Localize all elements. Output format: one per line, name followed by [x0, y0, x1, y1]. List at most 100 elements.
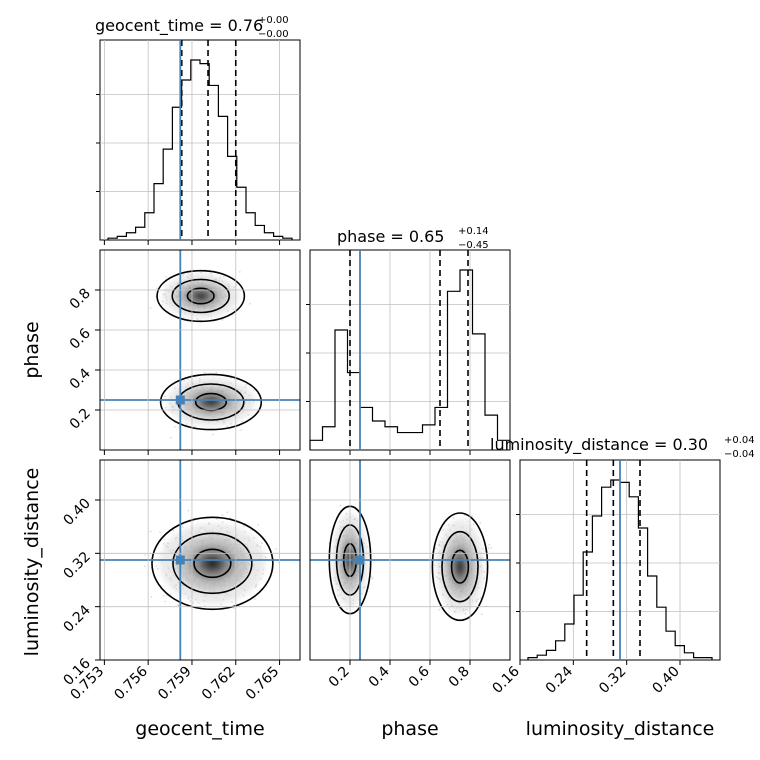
hist-bin	[556, 641, 565, 660]
sample-point	[182, 274, 184, 277]
hist-bin	[629, 497, 638, 660]
hist-bin	[323, 427, 336, 450]
title-phase-sub: −0.45	[458, 240, 489, 251]
sample-point	[232, 308, 235, 311]
hist-bin	[209, 85, 218, 240]
sample-point	[159, 531, 161, 534]
sample-point	[189, 600, 192, 603]
title-phase-sup: +0.14	[458, 226, 489, 237]
x-tick-label: 0.24	[543, 663, 576, 696]
density-shading	[332, 513, 484, 614]
hist-bin	[237, 187, 246, 240]
sample-point	[163, 538, 166, 541]
sample-point	[257, 523, 259, 526]
sample-point	[249, 528, 252, 531]
hist-step-geocent_time	[107, 59, 293, 240]
x-tick-label: 0.765	[243, 664, 283, 704]
density-level	[195, 293, 206, 299]
y-tick-label: 0.24	[60, 602, 93, 635]
xlabel-geocent-time: geocent_time	[135, 718, 264, 740]
hist-frame-phase	[309, 249, 511, 451]
contours	[151, 516, 274, 611]
panel-frame	[99, 459, 301, 661]
sample-point	[155, 565, 158, 568]
panel-frame	[309, 459, 511, 661]
sample-point	[260, 542, 263, 545]
contour-line	[450, 549, 470, 584]
hist-bin	[460, 270, 473, 450]
y-tick-label: 0.32	[60, 549, 93, 582]
sample-point	[368, 554, 371, 557]
x-tick-label: 0.756	[111, 663, 151, 703]
sample-point	[245, 383, 248, 386]
sample-point	[471, 515, 473, 518]
sample-point	[264, 556, 267, 558]
y-tick-label: 0.2	[67, 406, 94, 433]
hist-step-phase	[309, 269, 511, 450]
hist-bin	[675, 646, 684, 660]
hist-bin	[648, 576, 657, 660]
hist-bin	[602, 487, 611, 660]
sample-point	[483, 577, 486, 579]
title-phase: phase = 0.65	[337, 227, 444, 246]
truth-marker	[355, 555, 365, 565]
density-shading	[159, 523, 265, 604]
hist-bin	[264, 233, 273, 240]
xlabel-phase: phase	[381, 718, 438, 740]
density-shading	[162, 274, 255, 426]
truth-marker	[175, 395, 185, 405]
sample-point	[482, 547, 485, 550]
contour-line	[431, 512, 489, 622]
sample-point	[185, 423, 188, 426]
sample-point	[187, 273, 190, 275]
sample-point	[211, 433, 214, 436]
sample-point	[438, 608, 441, 611]
sample-point	[226, 425, 229, 428]
sample-point	[215, 371, 218, 374]
panel-frame	[99, 249, 301, 451]
xlabel-luminosity-distance: luminosity_distance	[526, 718, 715, 740]
gridlines	[310, 460, 510, 661]
contour-line	[171, 278, 230, 314]
sample-point	[479, 597, 482, 599]
hist-bin	[163, 149, 172, 240]
x-tick-label: 0.759	[155, 664, 195, 704]
sample-point	[150, 596, 153, 598]
sample-point	[221, 318, 224, 321]
sample-point	[220, 603, 223, 606]
hist-bin	[410, 433, 423, 450]
y-tick-label: 0.6	[67, 325, 94, 352]
hist-bin	[611, 480, 620, 660]
contour-line	[193, 548, 232, 579]
ylabel-phase: phase	[21, 321, 43, 378]
hist-bin	[423, 425, 436, 450]
sample-point	[254, 598, 256, 600]
sample-point	[434, 547, 437, 549]
sample-point	[200, 271, 203, 274]
sample-point	[484, 550, 487, 553]
sample-point	[242, 525, 245, 528]
sample-point	[187, 509, 190, 512]
title-luminosity-distance: luminosity_distance = 0.30	[490, 435, 708, 455]
sample-point	[187, 378, 190, 381]
sample-point	[490, 547, 493, 549]
sample-point	[488, 543, 491, 546]
sample-point	[149, 307, 152, 310]
hist-bin	[666, 631, 675, 660]
hist-frame-geocent_time	[99, 39, 301, 241]
title-geocent-time: geocent_time = 0.76	[95, 16, 263, 36]
sample-point	[433, 564, 436, 567]
hist-bin	[191, 60, 200, 240]
panel-luminosity_distance-vs-phase	[310, 460, 510, 660]
sample-point	[480, 613, 483, 616]
hist-bin	[373, 421, 386, 450]
sample-point	[370, 575, 373, 578]
hist-bin	[537, 655, 546, 660]
hist-bin	[182, 80, 191, 240]
sample-point	[192, 602, 195, 604]
hist-bin	[246, 213, 255, 240]
hist-bin	[228, 156, 237, 240]
sample-point	[216, 518, 218, 520]
sample-point	[466, 520, 469, 523]
panel-luminosity_distance-vs-geocent_time	[100, 460, 300, 660]
